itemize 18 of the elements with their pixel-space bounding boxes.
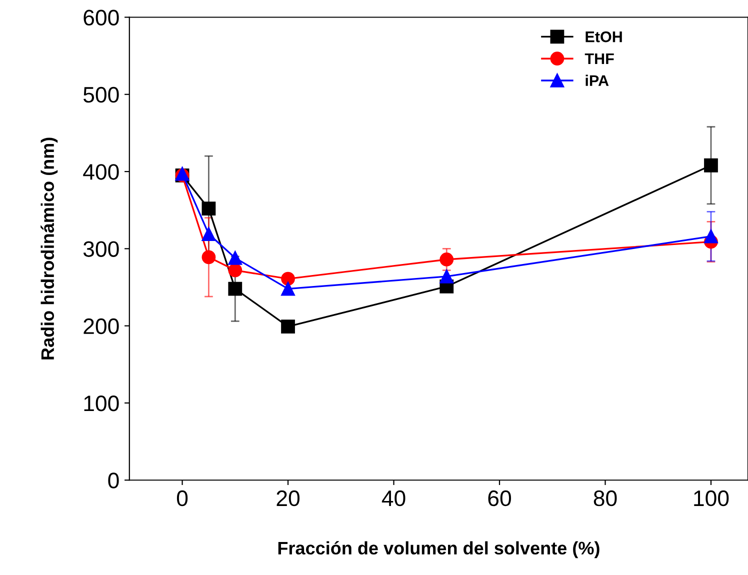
y-tick-label: 300	[83, 241, 119, 257]
x-axis-title: Fracción de volumen del solvente (%)	[278, 541, 600, 558]
x-tick-label: 80	[594, 490, 617, 506]
x-tick-label: 0	[176, 490, 188, 506]
y-tick-label: 500	[84, 86, 119, 103]
x-tick-label: 60	[488, 490, 511, 506]
legend-label: THF	[584, 53, 614, 64]
y-tick-label: 400	[83, 164, 119, 180]
legend-label: iPA	[586, 74, 609, 86]
legend-label: EtOH	[586, 31, 622, 42]
y-axis-title: Radio hidrodinámico (nm)	[40, 138, 58, 360]
y-tick-label: 100	[84, 396, 119, 412]
x-tick-label: 100	[694, 490, 729, 506]
x-tick-label: 40	[382, 490, 406, 506]
x-tick-label: 20	[276, 490, 300, 506]
y-tick-label: 200	[84, 318, 119, 334]
y-tick-label: 600	[84, 10, 119, 26]
y-tick-label: 0	[108, 472, 119, 488]
